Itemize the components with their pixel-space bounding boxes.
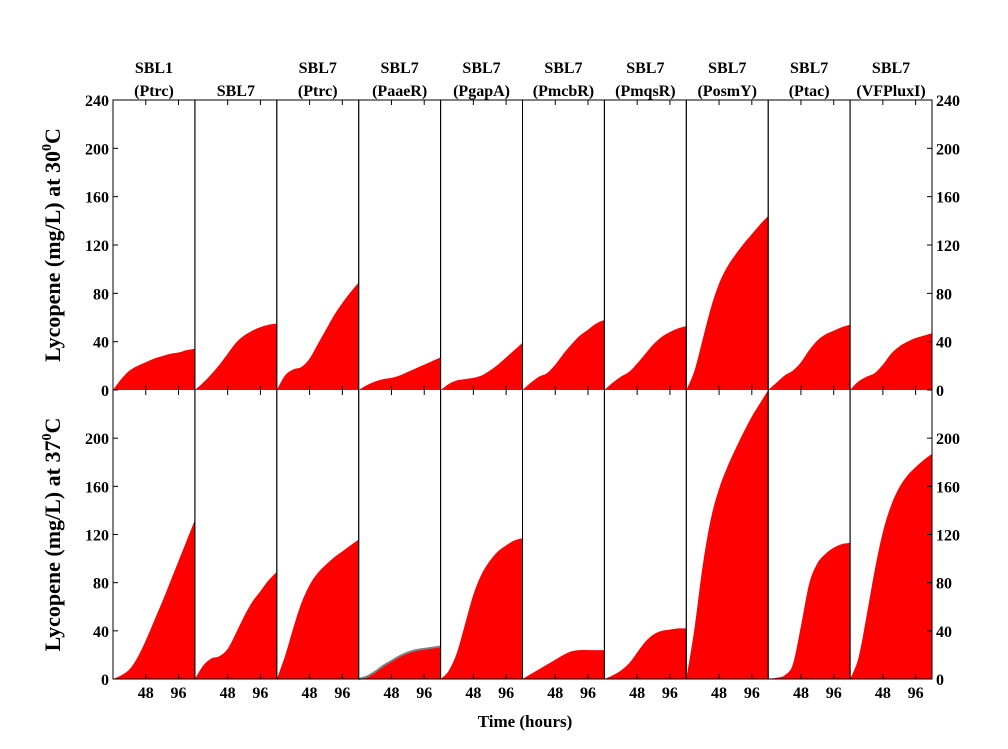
y-tick-label-right: 200 <box>936 431 960 448</box>
area-outline-37c-panel-4 <box>358 645 441 680</box>
area-37c-panel-5 <box>440 538 523 679</box>
area-30c-panel-6 <box>522 319 605 390</box>
x-tick-label: 96 <box>826 685 842 702</box>
panel-title-line1: SBL7 <box>299 60 337 77</box>
area-30c-panel-9 <box>768 324 851 390</box>
area-37c-panel-8 <box>686 390 769 679</box>
y-tick-label-left: 0 <box>101 672 109 689</box>
area-37c-panel-6 <box>522 650 605 679</box>
y-tick-label-left: 0 <box>101 383 109 400</box>
panel-title-line1: SBL1 <box>135 60 173 77</box>
y-tick-label-left: 160 <box>85 190 109 207</box>
x-tick-label: 48 <box>383 685 399 702</box>
y-tick-label-right: 40 <box>936 335 952 352</box>
x-tick-label: 48 <box>138 685 154 702</box>
y-tick-label-left: 120 <box>85 528 109 545</box>
y-tick-label-left: 160 <box>85 479 109 496</box>
x-tick-label: 48 <box>711 685 727 702</box>
axis-ticks: 48 96 48 96 48 96 48 96 48 96 48 96 48 96 48 96 48 96 48 96… <box>85 93 960 702</box>
area-37c-panel-4 <box>358 646 441 679</box>
y-tick-label-right: 0 <box>936 672 944 689</box>
y-tick-label-left: 80 <box>93 576 109 593</box>
x-tick-label: 48 <box>629 685 645 702</box>
y-tick-label-right: 120 <box>936 528 960 545</box>
y-tick-label-left: 200 <box>85 141 109 158</box>
x-axis-label: Time (hours) <box>478 712 573 731</box>
area-30c-panel-4 <box>358 357 441 390</box>
y-tick-label-left: 40 <box>93 335 109 352</box>
x-tick-label: 48 <box>220 685 236 702</box>
panel-title-line2: (PmqsR) <box>615 83 675 100</box>
x-tick-label: 96 <box>252 685 268 702</box>
y-tick-label-right: 80 <box>936 286 952 303</box>
x-tick-label: 48 <box>547 685 563 702</box>
x-tick-label: 96 <box>498 685 514 702</box>
panel-title-line2: (PosmY) <box>697 83 757 100</box>
y-tick-label-right: 80 <box>936 576 952 593</box>
y-tick-label-right: 240 <box>936 93 960 110</box>
area-series-layer <box>113 216 932 680</box>
x-tick-label: 48 <box>793 685 809 702</box>
x-tick-label: 48 <box>302 685 318 702</box>
panel-title-line2: (Ptrc) <box>298 83 338 100</box>
panel-title-line1: SBL7 <box>462 60 500 77</box>
area-30c-panel-7 <box>604 325 687 390</box>
area-37c-panel-7 <box>604 628 687 679</box>
x-tick-label: 96 <box>908 685 924 702</box>
x-tick-label: 96 <box>171 685 187 702</box>
y-tick-label-left: 240 <box>85 93 109 110</box>
y-tick-label-left: 200 <box>85 431 109 448</box>
x-tick-label: 96 <box>416 685 432 702</box>
x-tick-label: 48 <box>465 685 481 702</box>
column-titles: SBL1 (Ptrc) SBL7 SBL7 (Ptrc) SBL7 (PaaeR) SBL7 (… <box>134 60 926 100</box>
panel-title-line2: (Ptac) <box>789 83 830 100</box>
area-30c-panel-5 <box>440 342 523 390</box>
x-tick-label: 96 <box>662 685 678 702</box>
y-axis-labels: Lycopene (mg/L) at 300C Lycopene (mg/L) a… <box>40 128 65 651</box>
area-37c-panel-3 <box>276 539 359 679</box>
area-30c-panel-3 <box>276 282 359 390</box>
y-axis-label-30c: Lycopene (mg/L) at 300C <box>40 128 65 362</box>
panel-title-line2: (Ptrc) <box>134 83 174 100</box>
panel-title-line1: SBL7 <box>626 60 664 77</box>
panel-title-line2: (VFPluxI) <box>856 83 925 100</box>
panel-title-line1: SBL7 <box>708 60 746 77</box>
y-tick-label-left: 120 <box>85 238 109 255</box>
panel-title-line1: SBL7 <box>872 60 910 77</box>
x-tick-label: 48 <box>875 685 891 702</box>
x-tick-label: 96 <box>580 685 596 702</box>
y-tick-label-right: 160 <box>936 479 960 496</box>
y-axis-label-37c: Lycopene (mg/L) at 370C <box>40 418 65 652</box>
y-tick-label-left: 40 <box>93 624 109 641</box>
area-37c-panel-1 <box>113 520 195 679</box>
panel-frames <box>112 99 933 680</box>
y-tick-label-right: 0 <box>936 383 944 400</box>
y-tick-label-left: 80 <box>93 286 109 303</box>
panel-title-line2: (PgapA) <box>453 83 510 100</box>
area-37c-panel-2 <box>194 571 277 679</box>
area-30c-panel-2 <box>194 323 277 390</box>
y-tick-label-right: 120 <box>936 238 960 255</box>
area-37c-panel-9 <box>768 542 851 679</box>
panel-title-line2: SBL7 <box>217 83 255 100</box>
panel-title-line2: (PmcbR) <box>533 83 594 100</box>
panel-title-line1: SBL7 <box>544 60 582 77</box>
panel-title-line1: SBL7 <box>381 60 419 77</box>
y-tick-label-right: 40 <box>936 624 952 641</box>
y-tick-label-right: 200 <box>936 141 960 158</box>
y-tick-label-right: 160 <box>936 190 960 207</box>
x-tick-label: 96 <box>334 685 350 702</box>
area-30c-panel-10 <box>850 333 932 390</box>
panel-title-line2: (PaaeR) <box>372 83 427 100</box>
area-30c-panel-8 <box>686 216 769 390</box>
x-tick-label: 96 <box>744 685 760 702</box>
area-37c-panel-10 <box>850 453 932 679</box>
area-30c-panel-1 <box>113 348 195 390</box>
panel-title-line1: SBL7 <box>790 60 828 77</box>
